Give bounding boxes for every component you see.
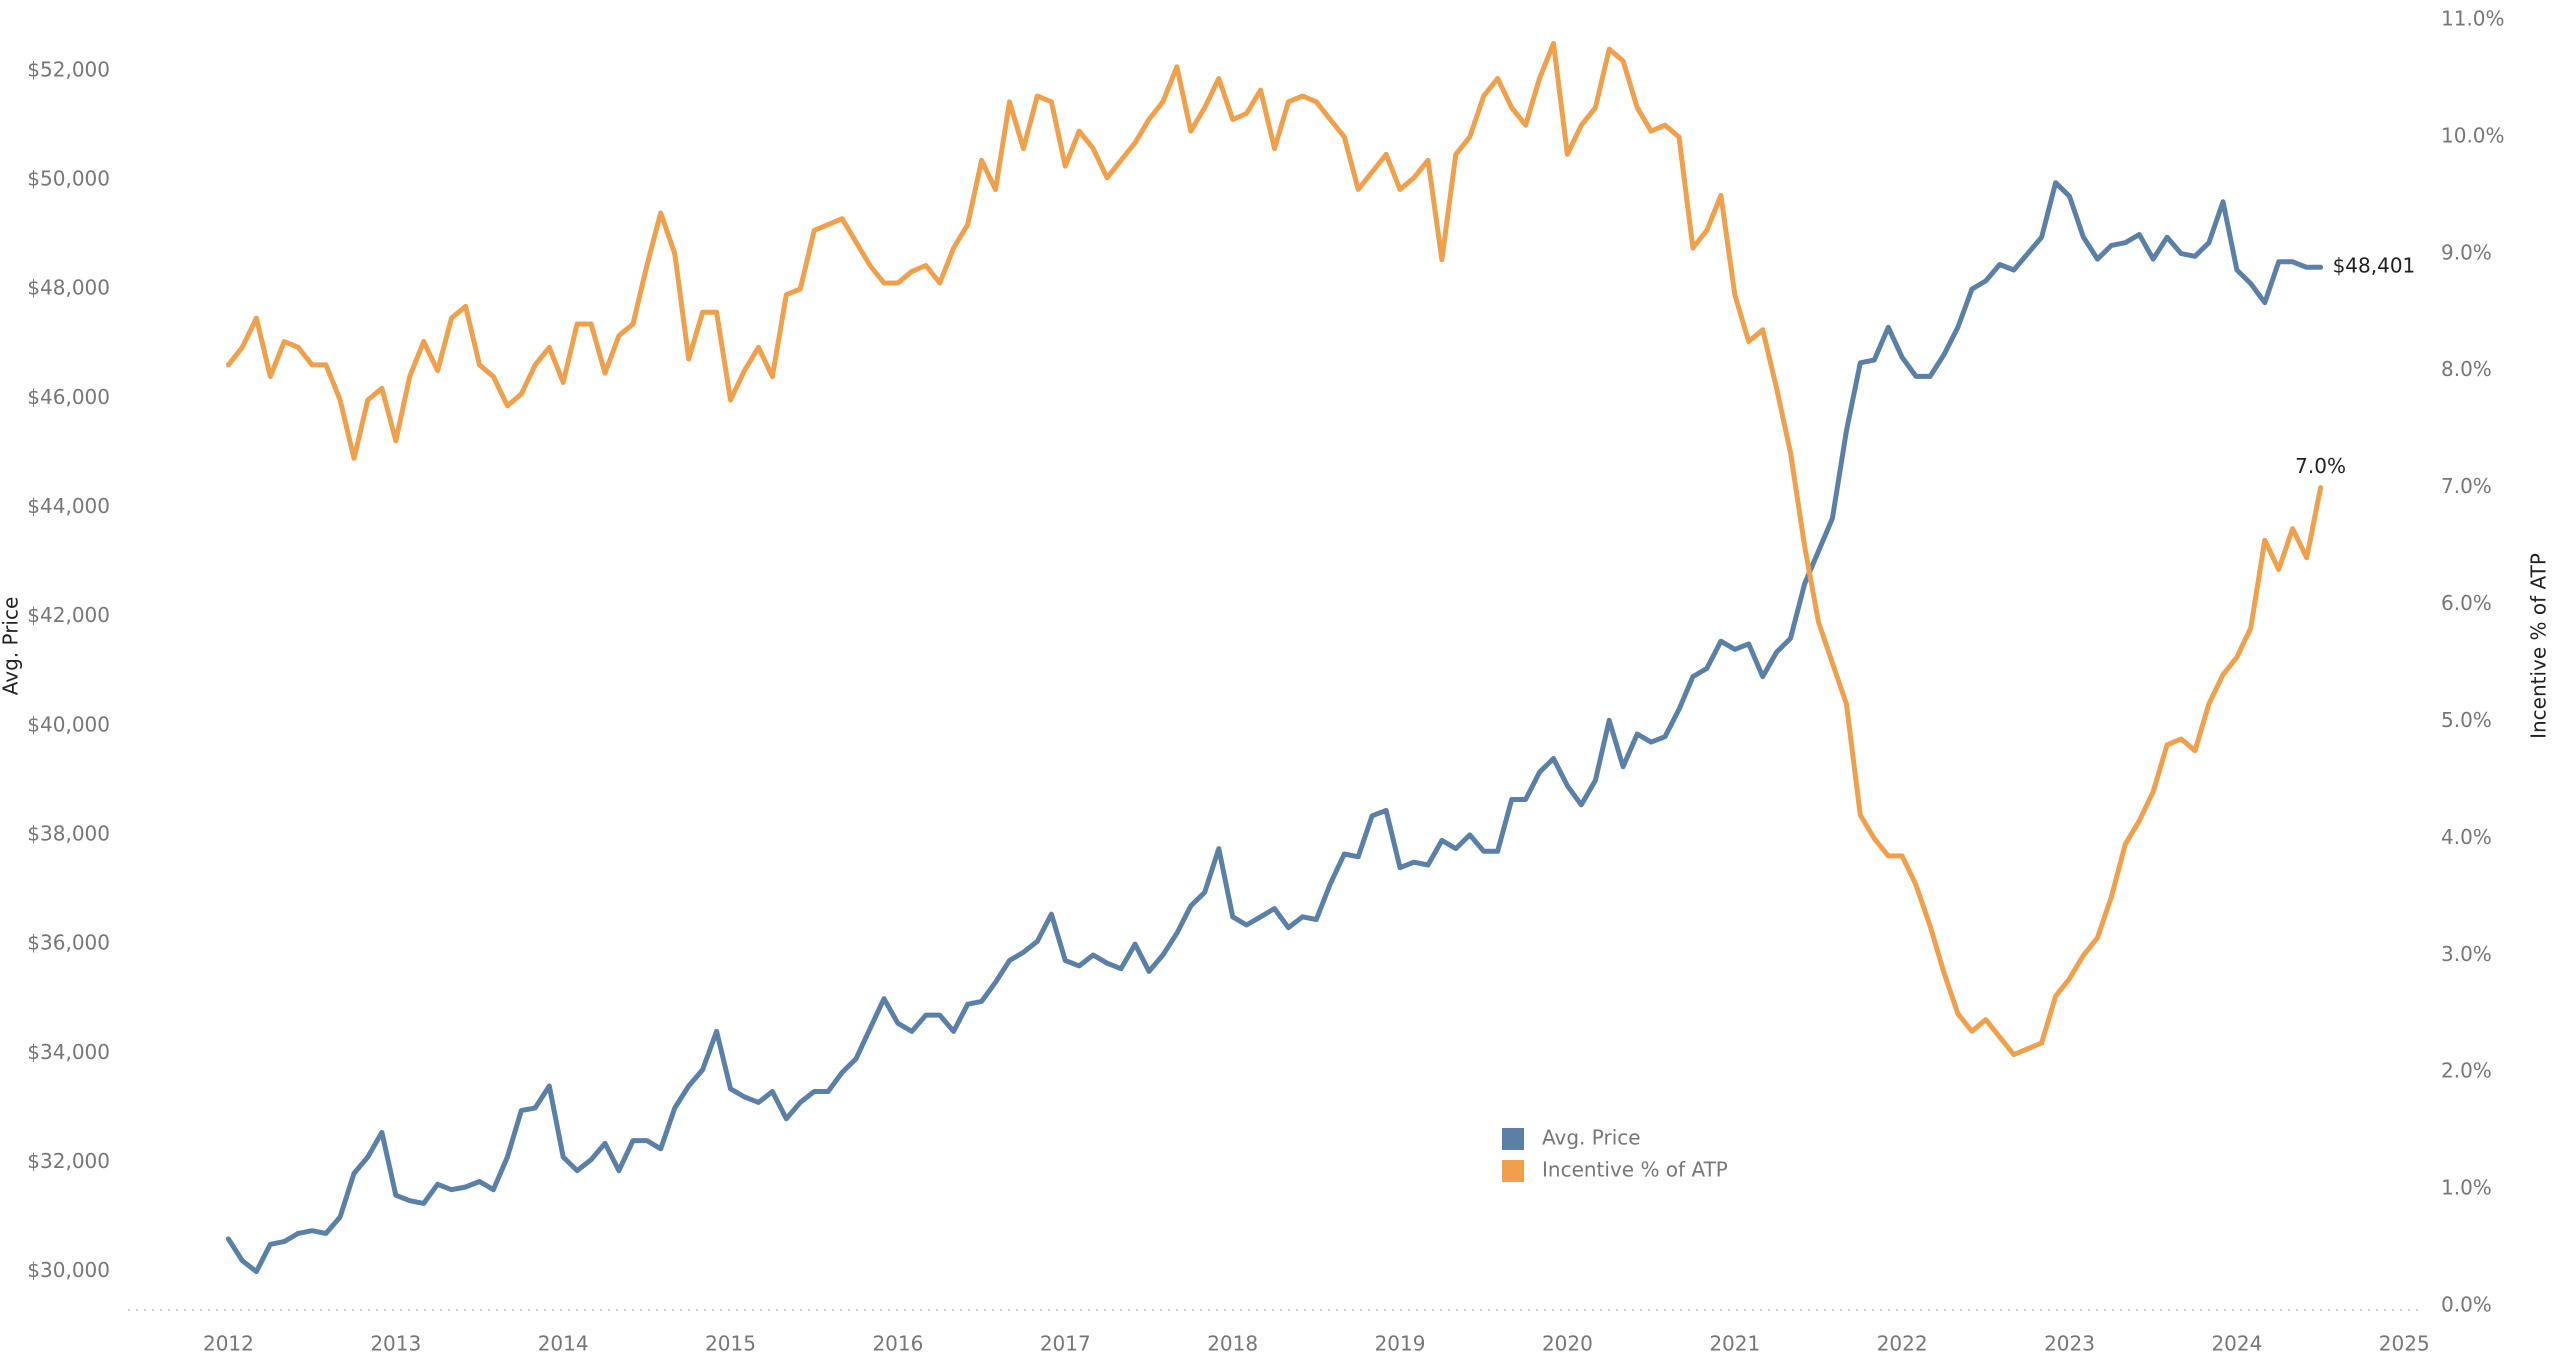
legend-label: Avg. Price — [1542, 1126, 1641, 1150]
x-tick-label: 2018 — [1207, 1332, 1258, 1356]
y2-tick-label: 1.0% — [2441, 1176, 2492, 1200]
x-tick-label: 2024 — [2211, 1332, 2262, 1356]
y2-tick-label: 11.0% — [2441, 7, 2505, 31]
x-tick-label: 2016 — [872, 1332, 923, 1356]
data-label: $48,401 — [2333, 254, 2416, 278]
y2-tick-label: 8.0% — [2441, 357, 2492, 381]
y2-tick-label: 7.0% — [2441, 474, 2492, 498]
x-tick-label: 2013 — [370, 1332, 421, 1356]
y-tick-label: $38,000 — [27, 821, 110, 845]
x-tick-label: 2017 — [1040, 1332, 1091, 1356]
y-tick-label: $48,000 — [27, 276, 110, 300]
x-tick-label: 2014 — [538, 1332, 589, 1356]
y-tick-label: $30,000 — [27, 1258, 110, 1282]
y2-tick-label: 3.0% — [2441, 942, 2492, 966]
x-tick-label: 2015 — [705, 1332, 756, 1356]
x-tick-label: 2020 — [1542, 1332, 1593, 1356]
y2-tick-label: 10.0% — [2441, 123, 2505, 147]
y2-tick-label: 9.0% — [2441, 240, 2492, 264]
x-tick-label: 2012 — [203, 1332, 254, 1356]
y-tick-label: $40,000 — [27, 712, 110, 736]
y2-tick-label: 4.0% — [2441, 825, 2492, 849]
y2-tick-label: 6.0% — [2441, 591, 2492, 615]
y2-tick-label: 2.0% — [2441, 1059, 2492, 1083]
y-tick-label: $44,000 — [27, 494, 110, 518]
y-tick-label: $52,000 — [27, 57, 110, 81]
x-tick-label: 2023 — [2044, 1332, 2095, 1356]
y2-axis-title: Incentive % of ATP — [2527, 553, 2551, 739]
y-tick-label: $42,000 — [27, 603, 110, 627]
legend-label: Incentive % of ATP — [1542, 1158, 1728, 1182]
legend-swatch — [1502, 1128, 1524, 1150]
y-tick-label: $32,000 — [27, 1149, 110, 1173]
y2-tick-label: 5.0% — [2441, 708, 2492, 732]
data-label: 7.0% — [2295, 454, 2346, 478]
y-tick-label: $34,000 — [27, 1040, 110, 1064]
x-tick-label: 2021 — [1709, 1332, 1760, 1356]
series-line — [225, 40, 2324, 1058]
y-tick-label: $46,000 — [27, 385, 110, 409]
legend-swatch — [1502, 1160, 1524, 1182]
x-tick-label: 2019 — [1375, 1332, 1426, 1356]
y2-tick-label: 0.0% — [2441, 1293, 2492, 1317]
x-tick-label: 2025 — [2379, 1332, 2430, 1356]
x-tick-label: 2022 — [1877, 1332, 1928, 1356]
y-tick-label: $36,000 — [27, 931, 110, 955]
y-tick-label: $50,000 — [27, 166, 110, 190]
series-line — [225, 180, 2324, 1275]
y-axis-title: Avg. Price — [0, 597, 23, 696]
